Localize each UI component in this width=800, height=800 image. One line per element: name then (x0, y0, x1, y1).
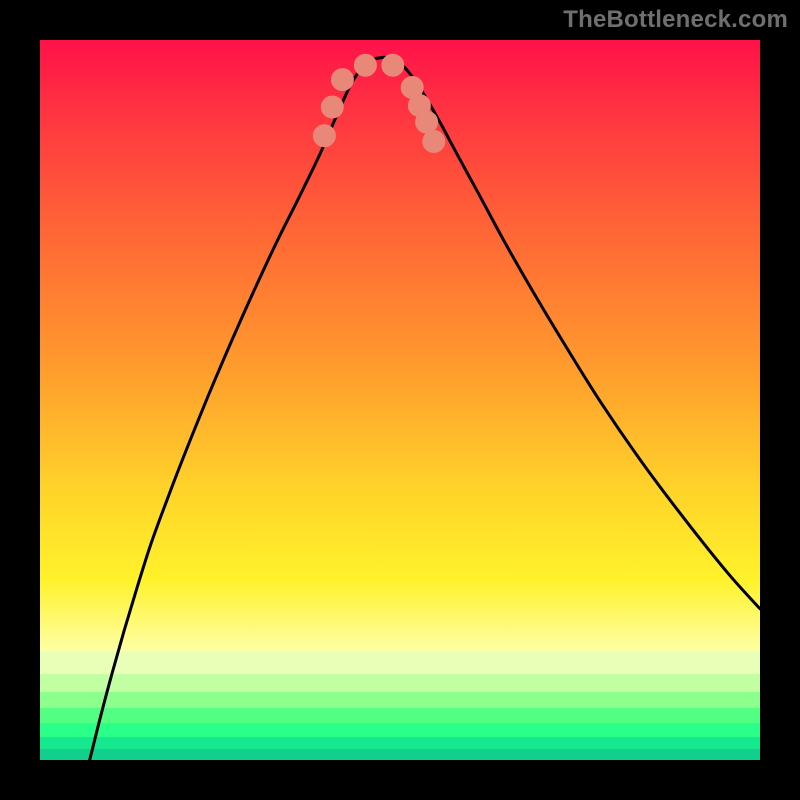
marker-dot (354, 54, 376, 76)
curve-overlay (0, 0, 800, 800)
marker-dot (423, 131, 445, 153)
marker-dot (331, 69, 353, 91)
marker-dot (321, 96, 343, 118)
chart-root: TheBottleneck.com (0, 0, 800, 800)
marker-dot (416, 111, 438, 133)
curve-left (90, 57, 385, 760)
marker-dot (382, 54, 404, 76)
marker-dot (313, 125, 335, 147)
